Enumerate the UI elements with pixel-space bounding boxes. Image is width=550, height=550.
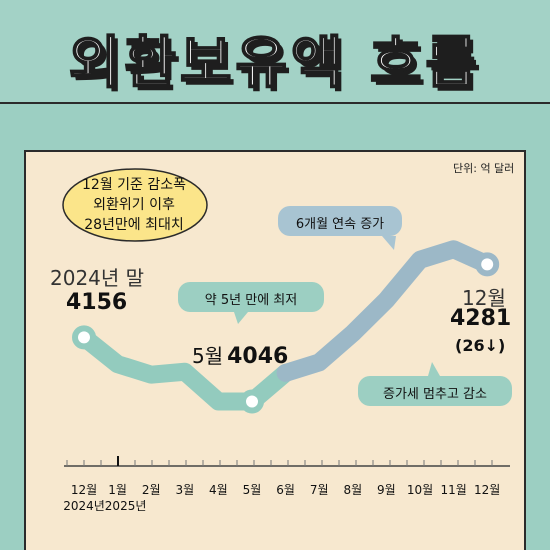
x-tick-label: 9월 bbox=[377, 483, 396, 497]
year-label: 2024년 bbox=[63, 499, 105, 513]
x-tick-label: 12월 bbox=[70, 483, 98, 497]
start-value-label: 4156 bbox=[66, 290, 128, 315]
year-label: 2025년 bbox=[104, 499, 147, 513]
data-point bbox=[240, 389, 264, 414]
start-period-label: 2024년 말 bbox=[50, 266, 145, 290]
callout-rise-bubble bbox=[278, 206, 402, 250]
end-change-label: (26↓) bbox=[455, 336, 506, 355]
x-tick-label: 7월 bbox=[309, 483, 329, 497]
x-tick-label: 2월 bbox=[141, 483, 161, 497]
callout-low-text: 약 5년 만에 최저 bbox=[204, 293, 298, 308]
end-month-label: 12월 bbox=[462, 286, 506, 310]
x-tick-label: 6월 bbox=[276, 483, 295, 497]
callout-stop-text: 증가세 멈추고 감소 bbox=[383, 387, 487, 402]
end-value-label: 4281 bbox=[450, 306, 512, 331]
title-band bbox=[0, 0, 550, 104]
data-point bbox=[72, 325, 96, 350]
x-tick-label: 10월 bbox=[406, 483, 434, 497]
x-tick-label: 11월 bbox=[440, 483, 467, 497]
cloud-note: 12월 기준 감소폭 외환위기 이후 28년만에 최대치 bbox=[66, 175, 202, 235]
unit-label: 단위: 억 달러 bbox=[453, 162, 515, 175]
may-value-label: 4046 bbox=[227, 344, 289, 369]
data-point bbox=[475, 252, 500, 277]
x-tick-label: 12월 bbox=[474, 483, 501, 497]
callout-stop-bubble bbox=[358, 362, 512, 406]
page-title: 외환보유액 흐름 bbox=[68, 30, 482, 97]
x-tick-label: 5월 bbox=[242, 483, 262, 497]
callout-rise-text: 6개월 연속 증가 bbox=[295, 217, 385, 232]
x-tick-label: 3월 bbox=[175, 483, 195, 497]
cloud-note-line: 28년만에 최대치 bbox=[84, 217, 184, 233]
cloud-shape bbox=[62, 168, 208, 242]
may-label: 5월 4046 bbox=[192, 340, 288, 369]
x-tick-label: 8월 bbox=[343, 483, 363, 497]
x-tick-label: 1월 bbox=[108, 483, 127, 497]
may-month-label: 5월 bbox=[192, 344, 224, 368]
cloud-note-line: 외환위기 이후 bbox=[93, 197, 175, 213]
x-tick-label: 4월 bbox=[209, 483, 228, 497]
callout-low-bubble bbox=[178, 282, 324, 324]
cloud-note-line: 12월 기준 감소폭 bbox=[82, 177, 186, 193]
